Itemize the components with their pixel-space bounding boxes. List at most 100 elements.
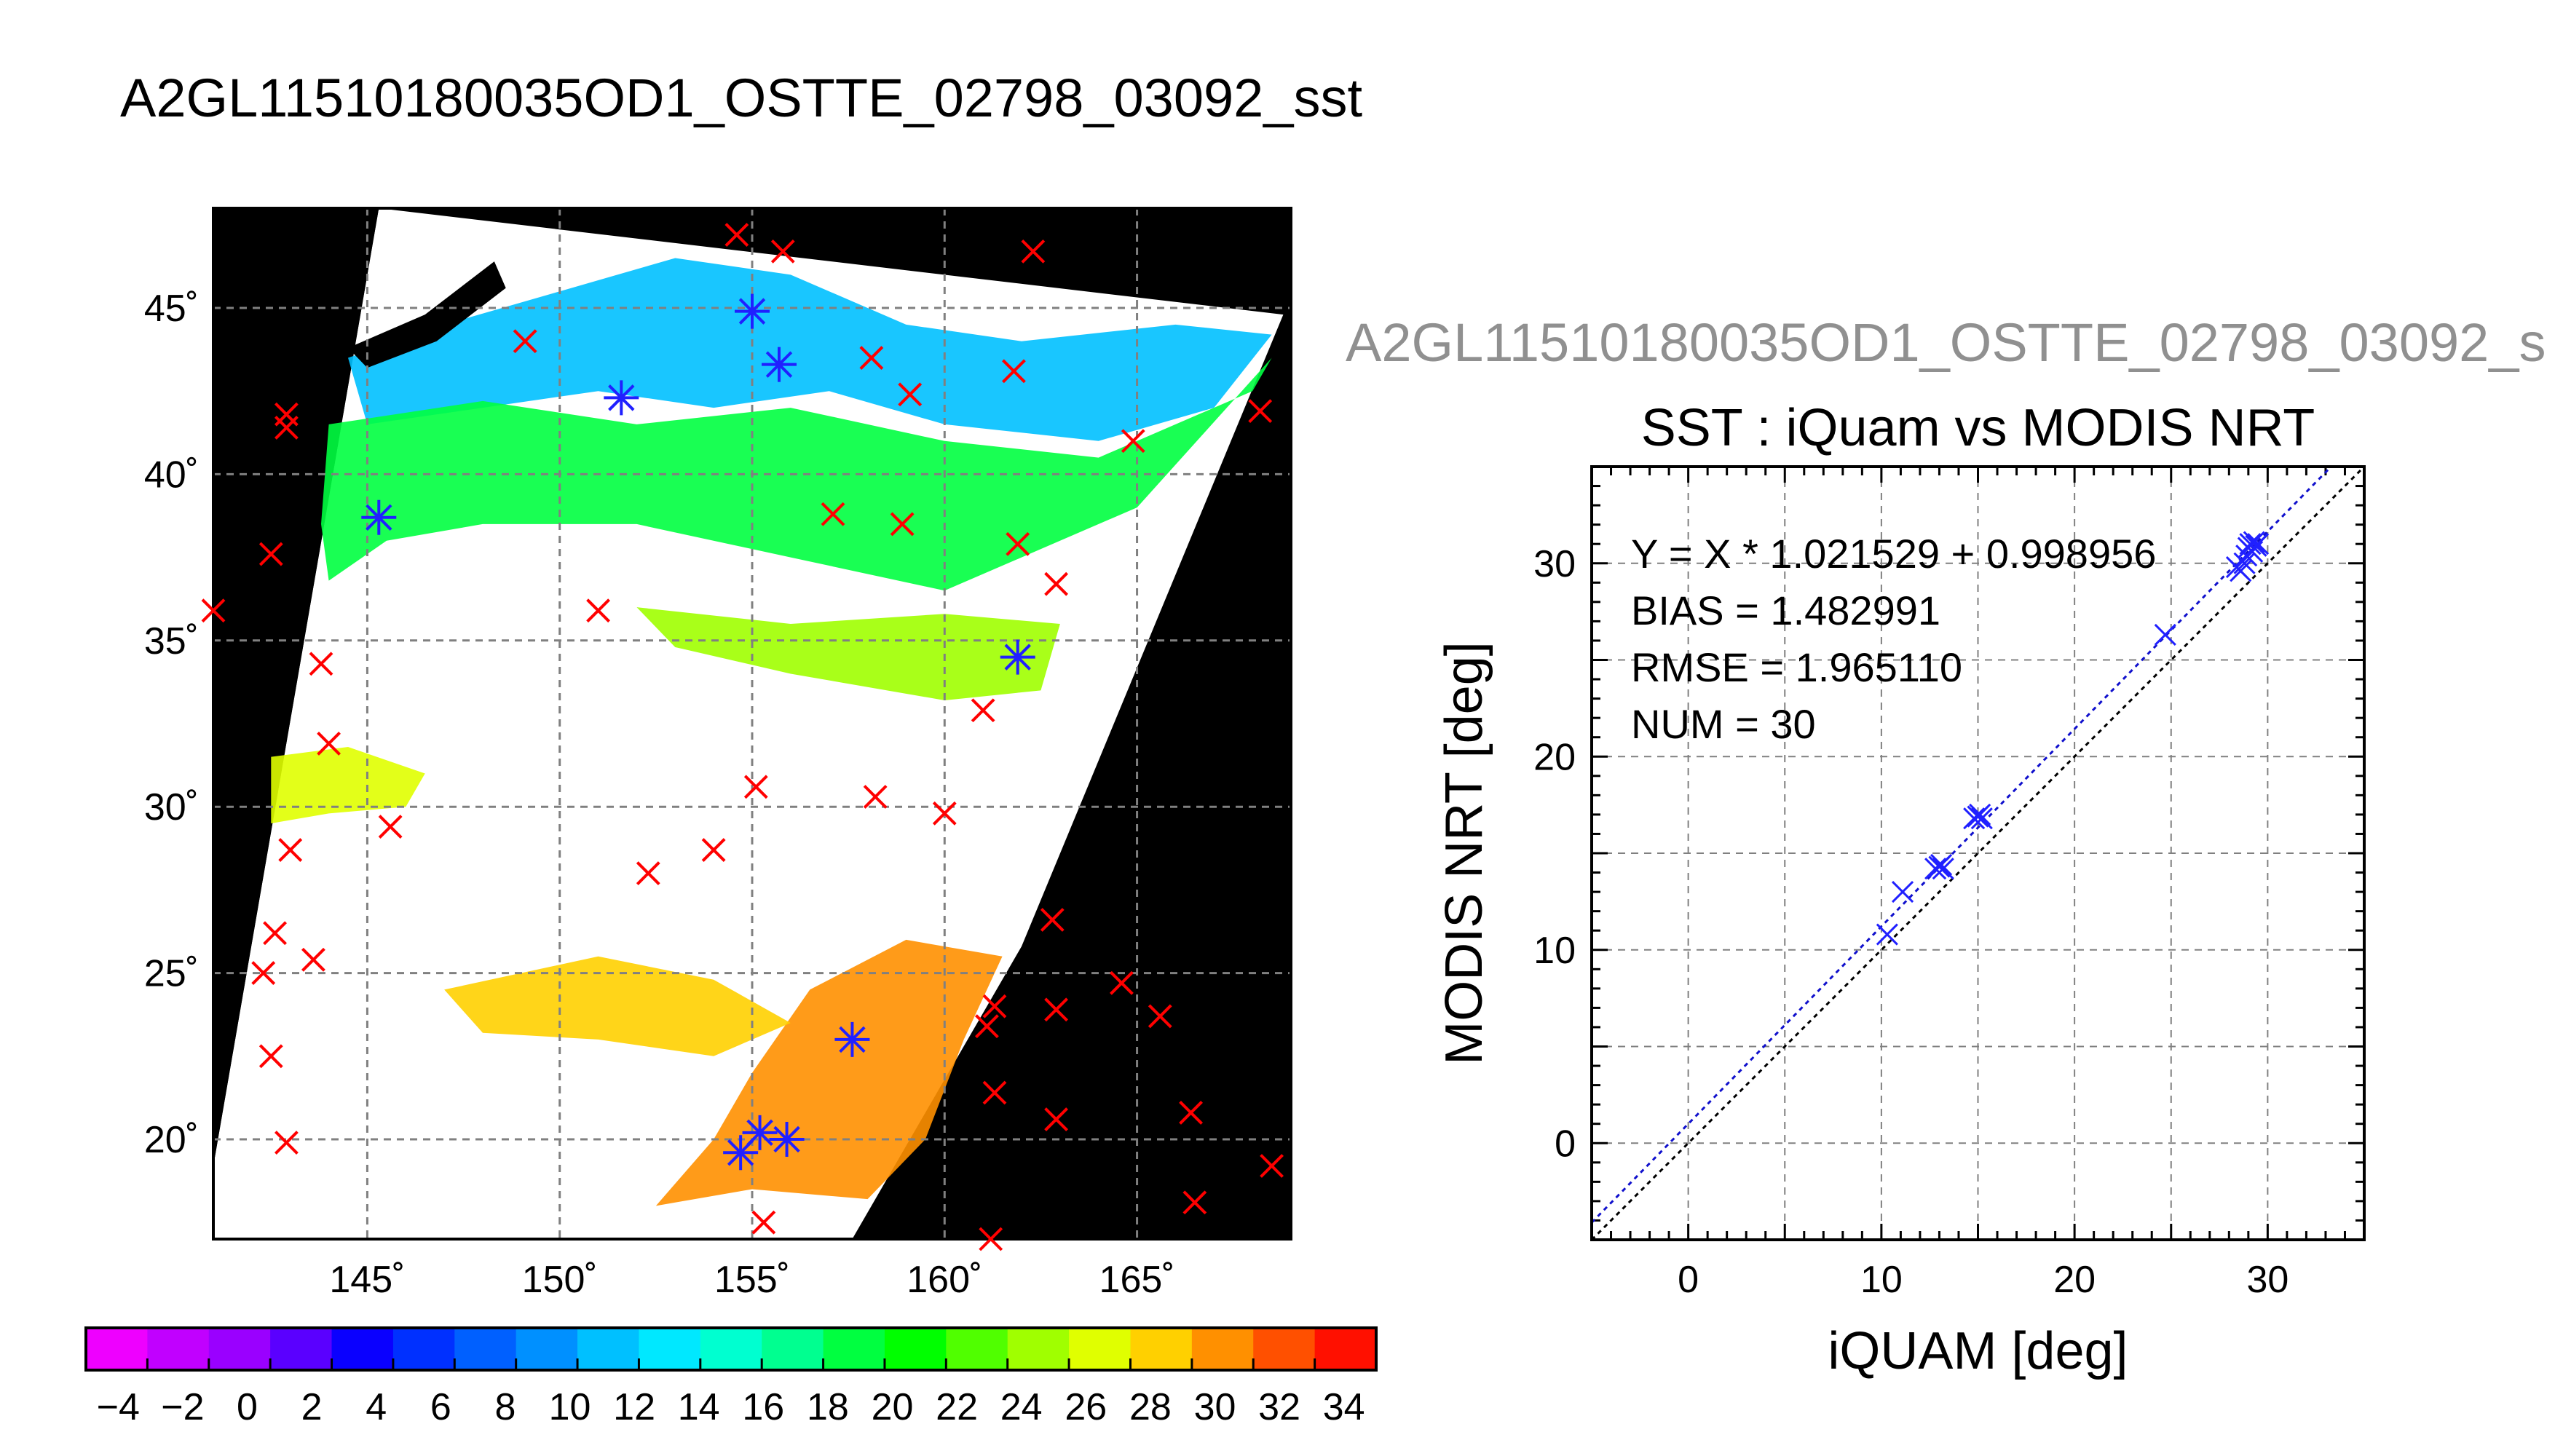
map-x-marker	[636, 861, 660, 885]
marker-stroke	[586, 598, 610, 623]
marker-stroke	[1969, 803, 1991, 826]
map-x-marker	[1121, 429, 1145, 454]
marker-stroke	[724, 223, 749, 247]
map-x-marker	[1044, 571, 1068, 596]
map-x-marker	[975, 1014, 999, 1039]
marker-stroke	[1182, 1190, 1207, 1215]
marker-stroke	[1121, 429, 1145, 454]
marker-stroke	[971, 698, 995, 723]
scatter-point	[2243, 531, 2265, 553]
marker-stroke	[1932, 858, 1954, 880]
map-x-marker	[275, 1131, 299, 1155]
marker-stroke	[751, 1210, 776, 1235]
map-x-marker	[770, 239, 795, 264]
colorbar-tick-label: 18	[807, 1386, 849, 1428]
marker-stroke	[839, 1026, 866, 1053]
marker-stroke	[1930, 853, 1953, 876]
marker-stroke	[513, 329, 537, 354]
colorbar-cell	[1314, 1328, 1377, 1370]
scatter-x-label: iQUAM [deg]	[1828, 1322, 2128, 1380]
marker-stroke	[765, 351, 793, 378]
map-x-marker	[724, 223, 749, 247]
marker-stroke	[1924, 858, 1947, 880]
map-x-marker	[1148, 1004, 1172, 1029]
marker-stroke	[2154, 623, 2176, 646]
sst-region-south-tan	[444, 956, 791, 1056]
marker-stroke	[258, 542, 283, 566]
scatter-point	[1970, 807, 1993, 830]
map-x-marker	[513, 329, 537, 354]
sst-region-north-blue	[348, 258, 1272, 441]
colorbar-cell	[700, 1328, 762, 1370]
marker-stroke	[1044, 571, 1068, 596]
colorbar-cell	[946, 1328, 1008, 1370]
swath-left-edge	[213, 208, 379, 1166]
scatter-point	[1924, 858, 1947, 880]
map-x-marker	[1002, 359, 1026, 384]
scatter-x-tick-label: 0	[1678, 1259, 1699, 1301]
marker-stroke	[2230, 560, 2252, 582]
scatter-point	[2233, 552, 2256, 574]
map-x-marker	[1260, 1154, 1284, 1178]
land-patch	[348, 261, 506, 368]
map-y-tick-label: 30˚	[144, 786, 199, 828]
marker-stroke	[859, 346, 884, 370]
map-x-marker	[278, 838, 303, 862]
map-star-marker	[762, 347, 797, 382]
marker-stroke	[317, 731, 341, 756]
marker-stroke	[608, 384, 635, 411]
marker-stroke	[1044, 997, 1068, 1022]
map-star-marker	[769, 1121, 805, 1157]
colorbar-tick-label: 34	[1323, 1386, 1365, 1428]
marker-stroke	[863, 785, 888, 809]
marker-stroke	[2239, 533, 2262, 555]
colorbar-frame	[84, 1326, 1378, 1372]
page-title: A2GL11510180035OD1_OSTTE_02798_03092_sst	[120, 68, 1363, 128]
colorbar-cell	[392, 1328, 455, 1370]
map-x-marker	[890, 512, 915, 537]
right-panel-title: A2GL11510180035OD1_OSTTE_02798_03092_s	[1346, 312, 2546, 373]
scatter-y-tick-label: 10	[1533, 930, 1576, 972]
map-x-marker	[1248, 399, 1273, 424]
map-star-marker	[834, 1021, 870, 1057]
map-frame	[212, 207, 1292, 1241]
marker-stroke	[201, 598, 226, 623]
colorbar-cell	[270, 1328, 333, 1370]
scatter-y-tick-label: 20	[1533, 736, 1576, 778]
marker-stroke	[975, 1014, 999, 1039]
marker-stroke	[738, 298, 766, 325]
marker-stroke	[1044, 1107, 1068, 1131]
colorbar-tick-label: 8	[494, 1386, 516, 1428]
map-x-marker	[1006, 531, 1030, 556]
marker-stroke	[1179, 1101, 1203, 1125]
marker-stroke	[2247, 533, 2270, 555]
marker-stroke	[275, 416, 299, 440]
marker-stroke	[258, 1044, 283, 1069]
marker-stroke	[1260, 1154, 1284, 1178]
scatter-x-tick-label: 30	[2246, 1259, 2289, 1301]
colorbar-cell	[331, 1328, 394, 1370]
marker-stroke	[2233, 552, 2256, 574]
marker-stroke	[898, 382, 923, 407]
map-x-marker	[301, 947, 325, 972]
map-x-marker	[378, 815, 403, 839]
scatter-y-tick-label: 30	[1533, 543, 1576, 585]
marker-stroke	[982, 1080, 1007, 1105]
colorbar-tick-label: 24	[1000, 1386, 1043, 1428]
map-x-marker	[898, 382, 923, 407]
marker-stroke	[1004, 644, 1031, 670]
map-y-tick-label: 40˚	[144, 454, 199, 496]
colorbar-tick-label: −4	[97, 1386, 140, 1428]
scatter-point	[2247, 533, 2270, 555]
map-y-tick-label: 20˚	[144, 1119, 199, 1161]
map-x-marker	[251, 961, 276, 985]
scatter-point	[1891, 881, 1914, 903]
map-x-marker	[859, 346, 884, 370]
marker-stroke	[979, 1227, 1003, 1251]
map-x-marker	[586, 598, 610, 623]
marker-stroke	[1006, 531, 1030, 556]
map-star-marker	[735, 293, 770, 329]
marker-stroke	[1248, 399, 1273, 424]
